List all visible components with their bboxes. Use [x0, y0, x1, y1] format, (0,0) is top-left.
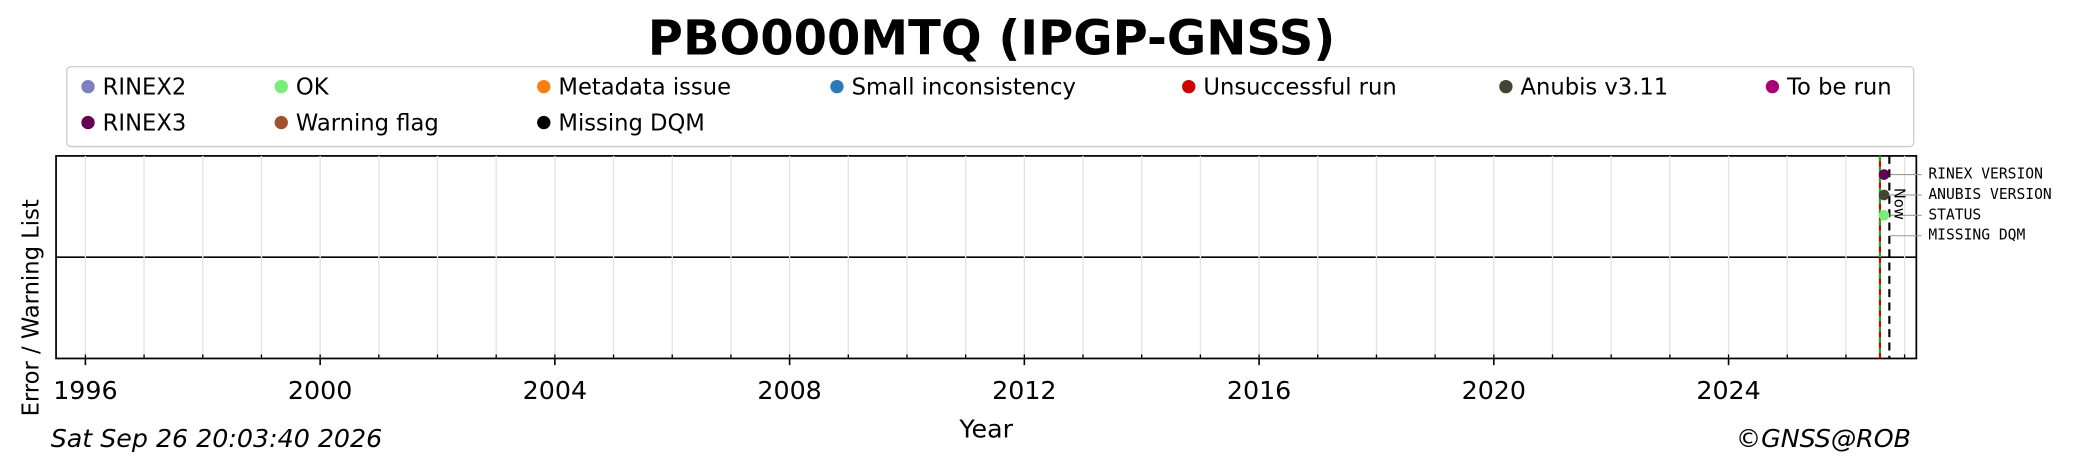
legend-label: Missing DQM [558, 110, 704, 136]
x-axis-label: Year [958, 414, 1013, 443]
legend-label: Small inconsistency [852, 74, 1076, 100]
x-tick-label: 2024 [1696, 376, 1760, 405]
x-tick-label: 2000 [288, 376, 352, 405]
row-label: MISSING DQM [1928, 227, 2025, 244]
legend-marker [274, 115, 288, 130]
legend-label: Metadata issue [558, 74, 731, 100]
legend-marker [81, 115, 95, 130]
legend-label: To be run [1786, 74, 1892, 100]
legend-label: RINEX3 [103, 110, 187, 136]
legend-marker [537, 115, 551, 130]
y-axis-label: Error / Warning List [19, 199, 45, 416]
legend-frame [66, 65, 1915, 148]
status-point [1878, 210, 1890, 221]
legend-marker [1765, 79, 1780, 94]
row-label: ANUBIS VERSION [1928, 186, 2051, 203]
now-label: Now [1891, 188, 1908, 220]
row-label: STATUS [1928, 206, 1981, 223]
chart-title: PBO000MTQ (IPGP-GNSS) [648, 10, 1335, 66]
legend-marker [81, 79, 95, 94]
legend-marker [274, 79, 288, 94]
x-tick-label: 2004 [523, 376, 587, 405]
status-point [1878, 189, 1890, 201]
x-tick-label: 1996 [53, 376, 117, 405]
legend-marker [537, 79, 551, 94]
x-tick-label: 2012 [992, 376, 1056, 405]
x-tick-label: 2008 [757, 376, 821, 405]
legend-marker [1182, 79, 1196, 94]
legend-marker [830, 79, 844, 94]
x-tick-label: 2020 [1462, 376, 1526, 405]
legend-label: OK [296, 74, 330, 100]
legend-marker [1499, 79, 1513, 94]
row-label: RINEX VERSION [1928, 166, 2043, 183]
legend-label: Anubis v3.11 [1521, 74, 1669, 100]
legend-label: Unsuccessful run [1203, 74, 1396, 100]
status-point [1878, 169, 1890, 180]
legend-label: Warning flag [296, 110, 439, 136]
x-tick-label: 2016 [1227, 376, 1291, 405]
timestamp: Sat Sep 26 20:03:40 2026 [51, 424, 383, 453]
legend-label: RINEX2 [103, 74, 187, 100]
copyright: ©GNSS@ROB [1736, 424, 1911, 453]
